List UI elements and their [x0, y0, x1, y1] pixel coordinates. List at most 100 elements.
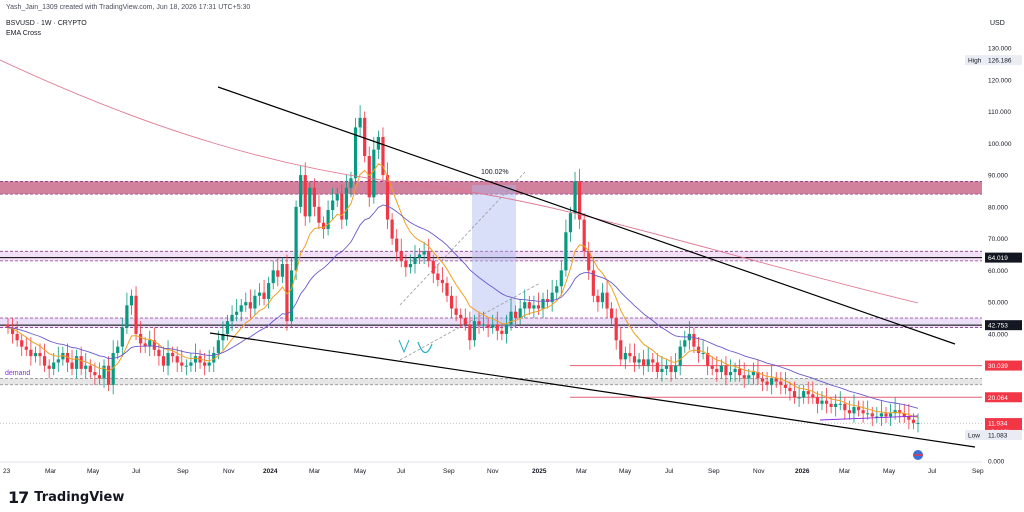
- y-tick-label: 70.000: [988, 236, 1008, 243]
- candle-body: [664, 365, 669, 369]
- candle-body: [843, 403, 847, 411]
- candle-body: [706, 352, 710, 366]
- candle-body: [349, 178, 353, 188]
- ema-slow-line: [7, 204, 919, 409]
- high-tag-label-bg: [965, 55, 985, 66]
- low-price-value: 11.083: [988, 432, 1008, 439]
- x-tick-label: Nov: [753, 468, 765, 475]
- candle-body: [907, 416, 911, 420]
- candle-body: [472, 321, 477, 341]
- candle-body: [824, 400, 829, 404]
- low-price-tag: [985, 429, 1022, 440]
- level-20-price-value: 20.064: [988, 395, 1008, 402]
- candle-body: [422, 251, 426, 255]
- candle-body: [861, 410, 865, 414]
- candle-body: [20, 340, 24, 347]
- x-tick-label: May: [354, 468, 367, 475]
- candle-body: [445, 283, 449, 296]
- candle-body: [632, 356, 637, 363]
- candle-body: [120, 327, 124, 347]
- candle-body: [797, 397, 801, 399]
- candle-body: [600, 292, 605, 303]
- candle-body: [747, 375, 751, 379]
- candle-body: [852, 406, 856, 414]
- candle-body: [504, 324, 509, 334]
- candle-body: [669, 365, 673, 373]
- x-tick-label: Mar: [576, 468, 588, 475]
- candle-body: [152, 340, 156, 350]
- candle-body: [326, 210, 330, 230]
- y-tick-label: 80.000: [988, 204, 1008, 211]
- y-tick-label: 0.000: [988, 459, 1005, 466]
- candle-body: [358, 117, 362, 128]
- tradingview-wordmark: TradingView: [34, 490, 125, 505]
- candle-body: [532, 305, 536, 309]
- candle-body: [509, 311, 513, 325]
- x-tick-label: Sep: [177, 468, 189, 475]
- candle-body: [372, 149, 376, 198]
- candle-body: [417, 254, 422, 258]
- symbol-label[interactable]: BSVUSD · 1W · CRYPTO: [6, 20, 87, 27]
- indicator-label[interactable]: EMA Cross: [6, 30, 42, 37]
- v-marker: [398, 339, 410, 354]
- candle-body: [175, 356, 179, 363]
- candle-body: [500, 330, 504, 334]
- candle-body: [353, 127, 358, 179]
- candle-body: [262, 292, 266, 299]
- candle-body: [271, 270, 275, 284]
- candle-body: [459, 314, 463, 319]
- candle-body: [107, 365, 111, 385]
- candle-body: [751, 372, 755, 376]
- candle-body: [495, 324, 499, 331]
- candle-body: [468, 324, 472, 341]
- x-tick-label: Mar: [45, 468, 57, 475]
- x-tick-label: 2025: [532, 468, 547, 475]
- candle-body: [760, 378, 765, 382]
- candle-body: [866, 413, 870, 415]
- candle-body: [463, 318, 467, 325]
- candle-body: [847, 410, 852, 414]
- candle-body: [10, 327, 15, 334]
- candle-body: [33, 352, 38, 357]
- resistance-2-price-tag: [985, 320, 1022, 331]
- candle-body: [148, 340, 152, 347]
- candle-body: [440, 279, 445, 284]
- x-tick-label: 2026: [795, 468, 810, 475]
- candle-body: [111, 352, 115, 385]
- footer: 17 TradingView: [0, 482, 1024, 512]
- chart-attribution: Yash_Jain_1309 created with TradingView.…: [6, 4, 251, 11]
- ema-long-line: [0, 59, 919, 304]
- candle-body: [125, 305, 129, 328]
- high-price-value: 126.186: [988, 58, 1012, 65]
- candle-body: [207, 362, 211, 366]
- last-price-price-value: 11.934: [988, 421, 1008, 428]
- ema-fast-line: [7, 163, 919, 419]
- candle-body: [317, 206, 321, 223]
- candle-body: [724, 365, 728, 376]
- fib-dashed-line: [399, 171, 526, 306]
- tradingview-logo[interactable]: 17 TradingView: [8, 488, 124, 507]
- candle-body: [74, 356, 79, 369]
- candle-body: [578, 181, 582, 220]
- candle-body: [116, 346, 120, 353]
- candle-body: [820, 400, 824, 404]
- candle-body: [811, 394, 815, 398]
- candle-body: [756, 372, 760, 379]
- candle-body: [655, 362, 659, 373]
- candle-body: [710, 365, 714, 369]
- candle-body: [674, 365, 678, 373]
- candle-body: [715, 368, 719, 373]
- zone-band: [0, 318, 982, 328]
- price-chart[interactable]: 100.02%demandUSD0.00010.00020.00030.0004…: [0, 0, 1024, 482]
- candle-body: [267, 283, 271, 299]
- candle-body: [559, 270, 563, 287]
- candle-body: [523, 302, 527, 309]
- x-tick-label: Nov: [223, 468, 235, 475]
- candle-body: [171, 352, 175, 357]
- y-tick-label: 50.000: [988, 300, 1008, 307]
- candle-body: [24, 346, 28, 350]
- candle-body: [491, 324, 495, 328]
- cup-marker: [417, 341, 433, 354]
- candle-body: [893, 410, 897, 414]
- x-tick-label: Jul: [132, 468, 141, 475]
